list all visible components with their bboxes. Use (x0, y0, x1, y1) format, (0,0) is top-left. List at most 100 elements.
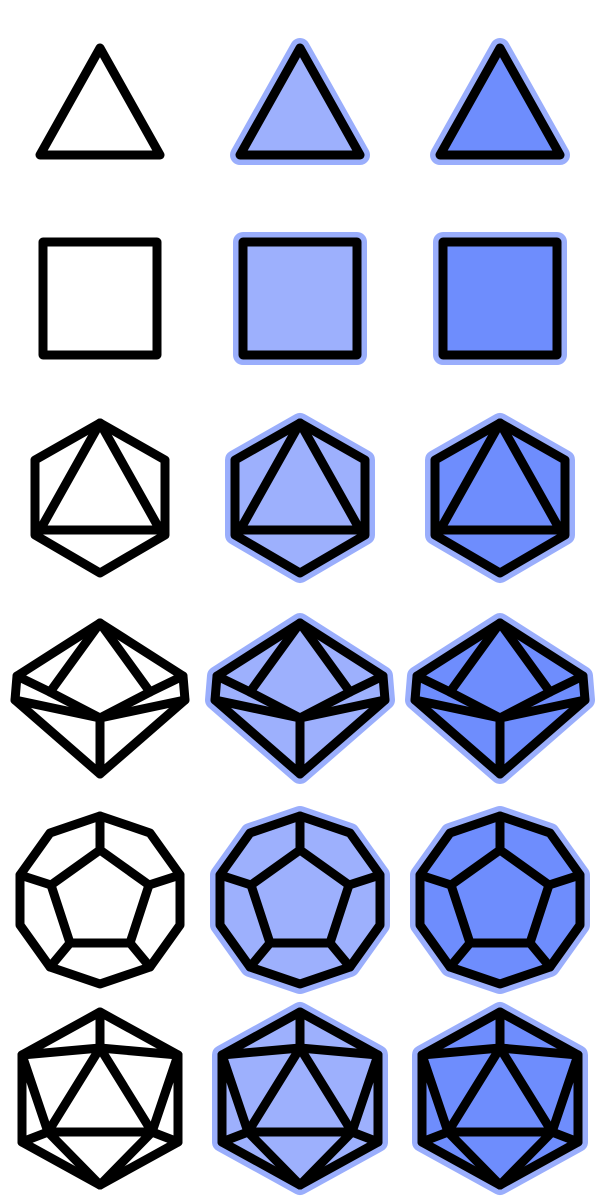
die-facet-edge (443, 1127, 505, 1190)
die-facet-edge (295, 1043, 383, 1060)
die-facet-edge (344, 870, 385, 890)
die-facet-edge (412, 671, 455, 697)
die-outline (435, 43, 565, 160)
die-facet-edge (17, 1043, 105, 1060)
die-facet-edge (245, 938, 275, 972)
die-facet-edge (43, 1127, 105, 1190)
die-facet-edge (95, 1043, 157, 1137)
die-facet-edge (445, 618, 505, 697)
d12-row (0, 800, 600, 1000)
d6-icon (200, 200, 400, 400)
die-facet-edge (246, 880, 275, 948)
d4-row (0, 0, 600, 200)
die-facet-edge (210, 695, 305, 723)
die-facet-edge (35, 418, 105, 535)
die-outline (215, 811, 385, 989)
die-facet-edge (145, 671, 188, 697)
die-facet-edge (345, 671, 388, 697)
die-facet-edge (325, 938, 355, 972)
d20-icon-graphic (17, 1007, 183, 1190)
d20-icon-graphic (212, 1002, 388, 1195)
die-facet-edge (446, 880, 475, 948)
d6-row (0, 200, 600, 400)
die-facet-edge (45, 618, 105, 697)
d8-icon-graphic (225, 413, 375, 583)
die-facet-edge (445, 938, 475, 972)
die-facet-edge (17, 1127, 53, 1147)
d20-row (0, 1000, 600, 1200)
die-facet-edge (95, 845, 154, 890)
die-facet-edge (545, 671, 588, 697)
die-facet-edge (45, 938, 75, 972)
d10-icon (0, 600, 200, 800)
die-facet-edge (95, 418, 165, 535)
die-facet-edge (125, 880, 154, 948)
die-outline (230, 418, 370, 578)
die-facet-edge (144, 870, 185, 890)
d8-row (0, 400, 600, 600)
d6-icon-graphic (233, 232, 367, 365)
d12-icon (400, 800, 600, 1000)
die-facet-edge (495, 845, 554, 890)
d10-icon-graphic (405, 613, 595, 784)
d12-icon-graphic (410, 806, 590, 994)
die-outline (30, 418, 170, 578)
die-facet-edge (525, 880, 554, 948)
die-facet-edge (417, 1043, 505, 1060)
die-outline (15, 811, 185, 989)
die-outline (35, 43, 165, 160)
d12-icon-graphic (15, 811, 185, 989)
d4-icon (200, 0, 400, 200)
d6-icon-graphic (38, 237, 162, 360)
die-outline (415, 811, 585, 989)
d10-icon-graphic (10, 618, 190, 779)
d4-icon (0, 0, 200, 200)
die-facet-edge (495, 1127, 557, 1190)
d8-icon (0, 400, 200, 600)
die-facet-edge (295, 695, 390, 723)
die-facet-edge (215, 870, 256, 890)
d10-icon (400, 600, 600, 800)
die-facet-edge (443, 1043, 505, 1137)
d20-icon (0, 1000, 200, 1200)
d8-icon (200, 400, 400, 600)
die-facet-edge (495, 695, 590, 723)
d8-icon-graphic (425, 413, 575, 583)
die-facet-edge (246, 845, 305, 890)
d6-icon-graphic (433, 232, 567, 365)
d20-icon (200, 1000, 400, 1200)
d12-icon-graphic (210, 806, 390, 994)
die-facet-edge (95, 618, 155, 697)
die-facet-edge (415, 870, 456, 890)
die-facet-edge (295, 1043, 357, 1137)
die-facet-edge (417, 1127, 453, 1147)
die-facet-edge (410, 695, 505, 723)
d10-icon-graphic (205, 613, 395, 784)
die-facet-edge (495, 618, 555, 697)
die-facet-edge (347, 1127, 383, 1147)
die-facet-edge (147, 1127, 183, 1147)
die-facet-edge (17, 1050, 53, 1137)
die-facet-edge (243, 1043, 305, 1137)
die-facet-edge (217, 1127, 253, 1147)
die-facet-edge (95, 695, 190, 723)
d20-icon (400, 1000, 600, 1200)
d6-icon (400, 200, 600, 400)
d6-icon (0, 200, 200, 400)
die-outline (38, 237, 162, 360)
die-facet-edge (212, 671, 255, 697)
die-outline (238, 237, 362, 360)
die-facet-edge (10, 695, 105, 723)
d4-icon-graphic (35, 43, 165, 160)
die-facet-edge (495, 418, 565, 535)
die-facet-edge (325, 880, 354, 948)
die-facet-edge (547, 1127, 583, 1147)
die-facet-edge (525, 938, 555, 972)
d4-icon (400, 0, 600, 200)
die-facet-edge (217, 1043, 305, 1060)
die-facet-edge (147, 1050, 183, 1137)
die-outline (438, 237, 562, 360)
die-facet-edge (295, 618, 355, 697)
die-facet-edge (43, 1043, 105, 1137)
